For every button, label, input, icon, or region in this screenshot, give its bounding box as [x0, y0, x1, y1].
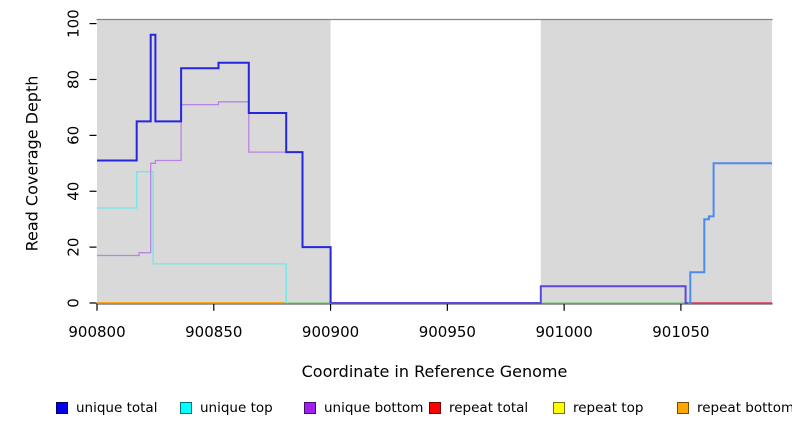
legend-item-unique-bottom: unique bottom: [304, 399, 423, 417]
legend-label: unique bottom: [324, 400, 424, 416]
y-tick-label: 60: [65, 126, 83, 145]
legend-item-repeat-total: repeat total: [429, 399, 528, 417]
y-tick-label: 80: [65, 70, 83, 89]
legend-swatch-unique-top: [180, 402, 192, 414]
y-tick-label: 0: [65, 298, 83, 308]
legend-label: repeat total: [449, 400, 529, 416]
legend-swatch-repeat-bottom: [677, 402, 689, 414]
series-line-unique-top: [97, 171, 289, 304]
x-tick-label: 901050: [652, 323, 709, 341]
legend-swatch-repeat-total: [429, 402, 441, 414]
series-line-unique-total-low: [330, 285, 688, 304]
series-line-unique-total-right: [687, 162, 772, 304]
legend-label: repeat bottom: [697, 400, 792, 416]
x-tick-label: 900800: [68, 323, 125, 341]
x-tick-label: 901000: [535, 323, 592, 341]
legend-item-unique-total: unique total: [56, 399, 157, 417]
x-tick-label: 900900: [302, 323, 359, 341]
y-tick-label: 100: [65, 9, 83, 38]
legend-item-repeat-top: repeat top: [553, 399, 643, 417]
y-tick-label: 40: [65, 182, 83, 201]
shaded-region-2: [540, 20, 772, 304]
legend-label: unique top: [200, 400, 273, 416]
x-axis-title: Coordinate in Reference Genome: [301, 362, 568, 381]
y-axis-title: Read Coverage Depth: [22, 75, 42, 252]
x-tick-label: 900850: [185, 323, 242, 341]
shaded-region-1: [97, 20, 331, 304]
series-line-unique-total-left: [97, 33, 332, 303]
legend-swatch-unique-bottom: [304, 402, 316, 414]
legend-swatch-unique-total: [56, 402, 68, 414]
legend-label: repeat top: [573, 400, 644, 416]
legend-label: unique total: [76, 400, 158, 416]
legend: unique total unique top unique bottom repea…: [0, 399, 792, 421]
legend-item-repeat-bottom: repeat bottom: [677, 399, 792, 417]
legend-item-unique-top: unique top: [180, 399, 273, 417]
legend-swatch-repeat-top: [553, 402, 565, 414]
x-tick-label: 900950: [419, 323, 476, 341]
y-tick-label: 20: [65, 238, 83, 257]
